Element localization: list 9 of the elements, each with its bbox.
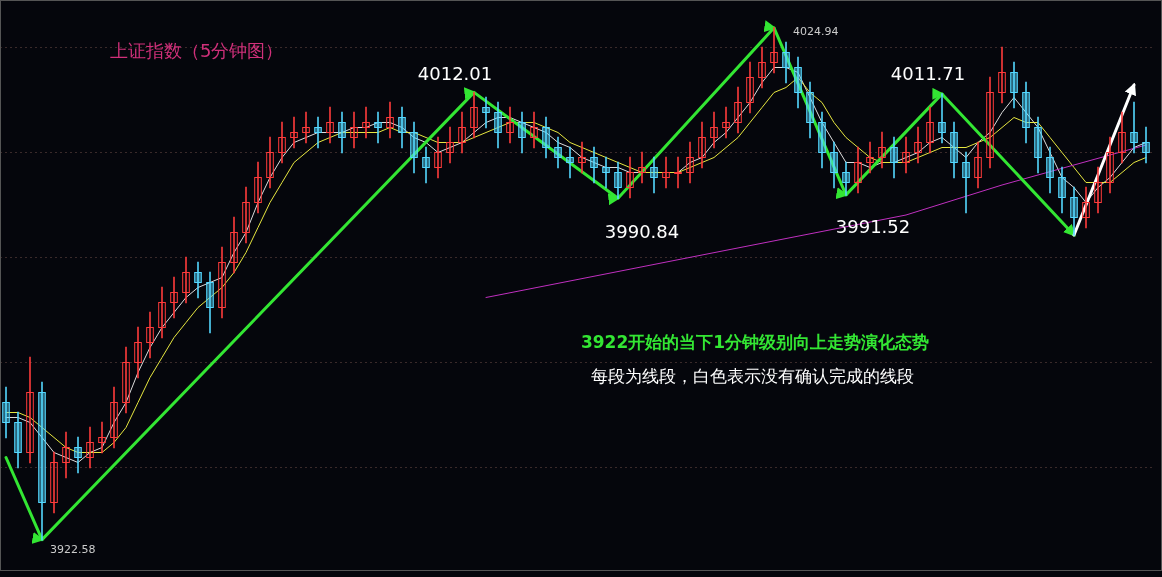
annotation: 4011.71 [890,63,966,84]
annotation: 4012.01 [417,63,493,84]
annotation: 3922.58 [50,543,96,556]
annotation: 4024.94 [793,25,839,38]
annotation: 3990.84 [604,221,680,242]
annotation: 3922开始的当下1分钟级别向上走势演化态势 [580,332,930,352]
annotation: 每段为线段，白色表示没有确认完成的线段 [590,366,914,386]
annotation: 3991.52 [835,216,911,237]
title: 上证指数（5分钟图） [110,40,284,61]
